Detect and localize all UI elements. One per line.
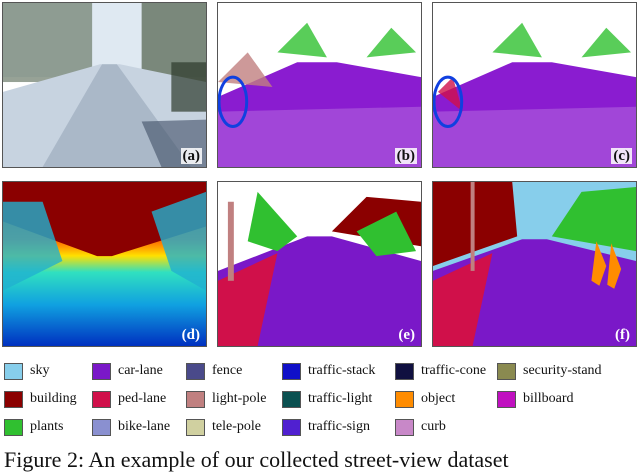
pointcloud-image [433,3,636,167]
legend-item-car-lane: car-lane [92,360,163,382]
legend-item-traffic-sign: traffic-sign [282,416,370,438]
legend-item-security-stand: security-stand [497,360,602,382]
panel-d-depth: (d) [2,181,207,347]
legend-label: curb [421,419,446,434]
legend-label: traffic-sign [308,419,370,434]
legend-swatch [186,362,205,380]
legend-swatch [186,390,205,408]
legend-swatch [4,362,23,380]
legend-label: tele-pole [212,419,261,434]
legend-label: billboard [523,391,574,406]
legend-item-light-pole: light-pole [186,388,266,410]
legend-label: traffic-light [308,391,373,406]
pointcloud-image [218,3,421,167]
legend-item-sky: sky [4,360,49,382]
legend-label: traffic-stack [308,363,376,378]
legend-swatch [395,390,414,408]
panel-c-label: (c) [611,148,632,164]
legend-label: car-lane [118,363,163,378]
legend-label: fence [212,363,243,378]
legend-swatch [4,418,23,436]
panel-c-pointcloud: (c) [432,2,637,168]
legend-swatch [282,418,301,436]
legend-label: plants [30,419,64,434]
legend-item-traffic-cone: traffic-cone [395,360,486,382]
legend-item-bike-lane: bike-lane [92,416,170,438]
legend-swatch [282,362,301,380]
panel-f-segmentation: (f) [432,181,637,347]
legend-item-fence: fence [186,360,242,382]
legend-label: traffic-cone [421,363,487,378]
legend-item-traffic-light: traffic-light [282,388,372,410]
legend-swatch [497,390,516,408]
legend-item-object: object [395,388,455,410]
panel-d-label: (d) [181,327,200,343]
legend-item-curb: curb [395,416,446,438]
legend-swatch [92,362,111,380]
legend-label: bike-lane [118,419,171,434]
legend-label: object [421,391,456,406]
panel-b-pointcloud: (b) [217,2,422,168]
legend-label: sky [30,363,50,378]
legend-label: ped-lane [118,391,167,406]
legend-swatch [4,390,23,408]
legend-swatch [92,390,111,408]
legend-label: building [30,391,77,406]
legend-label: security-stand [523,363,602,378]
legend-item-plants: plants [4,416,63,438]
legend-label: light-pole [212,391,267,406]
legend-swatch [186,418,205,436]
legend-item-tele-pole: tele-pole [186,416,261,438]
legend-item-traffic-stack: traffic-stack [282,360,375,382]
depth-map-image [3,182,206,346]
legend-swatch [92,418,111,436]
legend-swatch [282,390,301,408]
legend-item-building: building [4,388,77,410]
segmentation-image [218,182,421,346]
legend-swatch [497,362,516,380]
class-legend: sky car-lane fence traffic-stack traffic-con… [0,355,640,445]
panel-e-label: (e) [398,327,415,343]
segmentation-image [433,182,636,346]
panel-a-photo: (a) [2,2,207,168]
legend-swatch [395,418,414,436]
street-photo [3,3,206,167]
panel-f-label: (f) [615,327,630,343]
figure-caption: Figure 2: An example of our collected st… [4,447,509,472]
panel-b-label: (b) [394,148,417,164]
legend-item-billboard: billboard [497,388,574,410]
panel-e-segmentation: (e) [217,181,422,347]
legend-item-ped-lane: ped-lane [92,388,166,410]
legend-swatch [395,362,414,380]
panel-a-label: (a) [180,148,202,164]
